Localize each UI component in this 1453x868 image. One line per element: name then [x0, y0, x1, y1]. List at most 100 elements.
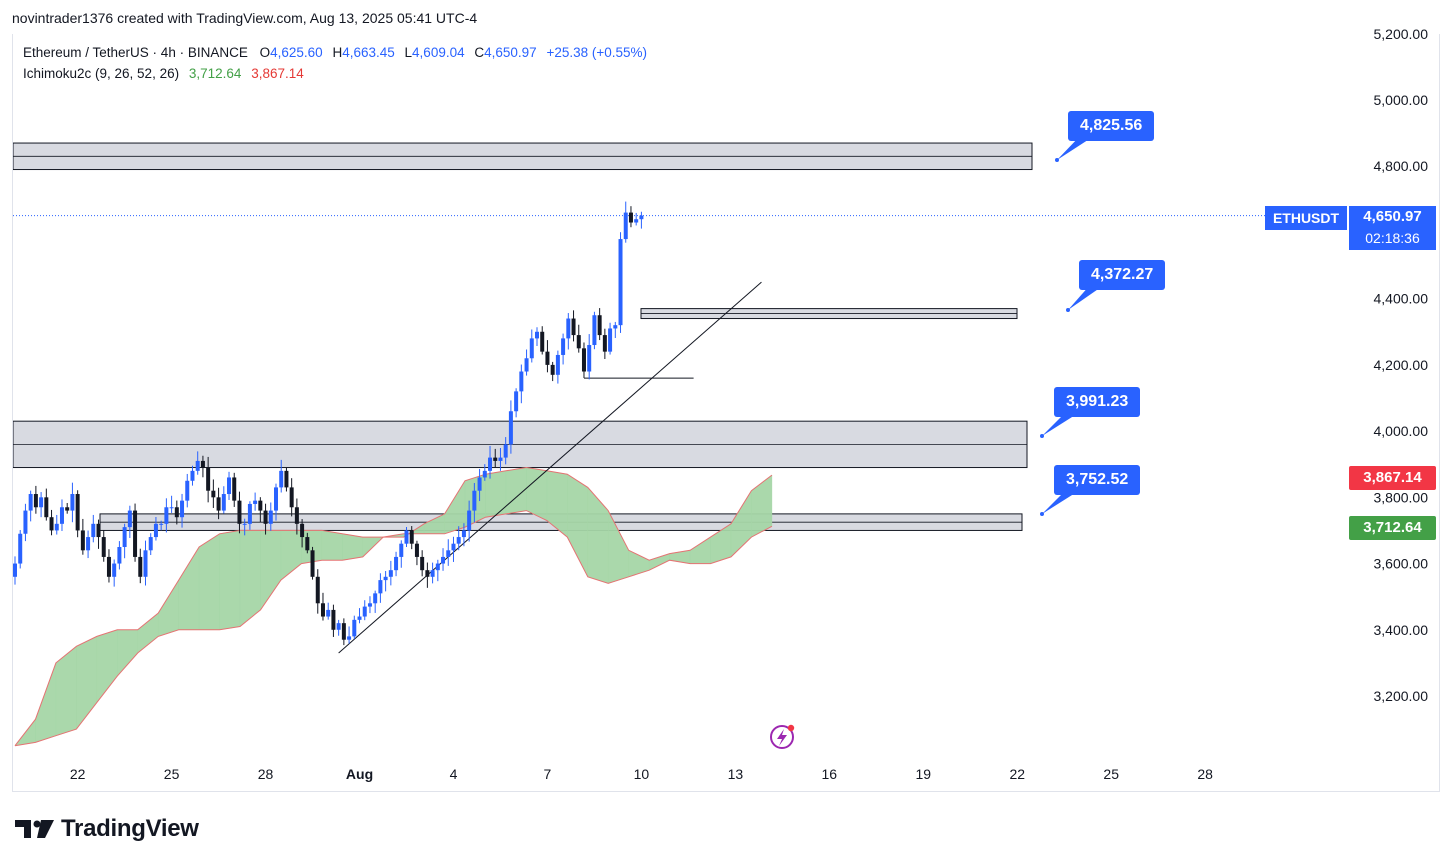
candle-body[interactable] — [561, 338, 566, 355]
trendline[interactable] — [338, 281, 762, 654]
candle-body[interactable] — [117, 547, 122, 564]
candle-body[interactable] — [357, 616, 362, 620]
candle-body[interactable] — [592, 315, 597, 346]
indicator-title[interactable]: Ichimoku2c (9, 26, 52, 26) — [23, 66, 180, 81]
candle-body[interactable] — [206, 467, 211, 491]
candle-body[interactable] — [404, 530, 409, 544]
candle-body[interactable] — [190, 470, 195, 481]
candle-body[interactable] — [127, 510, 132, 528]
candle-body[interactable] — [185, 480, 190, 501]
candle-body[interactable] — [148, 537, 153, 551]
candle-body[interactable] — [602, 335, 607, 352]
candle-body[interactable] — [456, 537, 461, 544]
candle-body[interactable] — [70, 494, 75, 511]
candle-body[interactable] — [305, 537, 310, 551]
candle-body[interactable] — [347, 636, 352, 640]
candle-body[interactable] — [216, 497, 221, 511]
candle-body[interactable] — [493, 457, 498, 461]
candle-body[interactable] — [425, 570, 430, 577]
candle-body[interactable] — [623, 212, 628, 240]
candle-body[interactable] — [221, 494, 226, 511]
candle-body[interactable] — [326, 609, 331, 617]
candle-body[interactable] — [467, 510, 472, 531]
candle-body[interactable] — [227, 477, 232, 495]
candle-body[interactable] — [587, 345, 592, 372]
candle-body[interactable] — [80, 530, 85, 551]
candle-body[interactable] — [310, 550, 315, 577]
candle-body[interactable] — [232, 477, 237, 501]
candle-body[interactable] — [253, 500, 258, 504]
candle-body[interactable] — [414, 543, 419, 557]
candle-body[interactable] — [519, 371, 524, 392]
candle-body[interactable] — [274, 487, 278, 511]
candle-body[interactable] — [352, 619, 357, 637]
candle-body[interactable] — [430, 570, 435, 577]
candle-body[interactable] — [618, 239, 623, 326]
candle-body[interactable] — [289, 487, 294, 508]
candle-body[interactable] — [320, 603, 325, 617]
candle-body[interactable] — [44, 497, 49, 518]
candle-body[interactable] — [180, 500, 185, 518]
candle-body[interactable] — [294, 507, 299, 524]
candle-body[interactable] — [331, 609, 336, 630]
candle-body[interactable] — [524, 358, 529, 372]
candle-body[interactable] — [394, 556, 399, 571]
candle-body[interactable] — [138, 556, 143, 577]
candle-body[interactable] — [59, 507, 64, 524]
candle-body[interactable] — [13, 563, 17, 577]
candle-body[interactable] — [33, 494, 38, 508]
candle-body[interactable] — [576, 335, 581, 349]
candle-body[interactable] — [49, 517, 54, 531]
candle-body[interactable] — [545, 351, 550, 365]
candle-body[interactable] — [488, 457, 493, 471]
candle-body[interactable] — [28, 494, 33, 511]
candle-body[interactable] — [65, 507, 70, 511]
callout-label-1[interactable]: 4,825.56 — [1068, 111, 1155, 141]
candle-body[interactable] — [263, 510, 268, 524]
candle-body[interactable] — [268, 510, 273, 524]
candle-body[interactable] — [373, 593, 378, 604]
candle-body[interactable] — [159, 523, 164, 525]
candle-body[interactable] — [258, 500, 263, 511]
candle-body[interactable] — [477, 477, 482, 491]
candle-body[interactable] — [441, 556, 446, 564]
candle-body[interactable] — [284, 470, 289, 488]
candle-body[interactable] — [555, 354, 560, 375]
candle-body[interactable] — [566, 318, 571, 339]
candle-body[interactable] — [639, 215, 644, 220]
candle-body[interactable] — [169, 507, 174, 509]
candle-body[interactable] — [482, 470, 487, 478]
candle-body[interactable] — [164, 507, 169, 524]
candle-body[interactable] — [362, 606, 367, 617]
candle-body[interactable] — [86, 537, 91, 551]
candle-body[interactable] — [200, 460, 205, 468]
candle-body[interactable] — [18, 533, 23, 564]
candle-body[interactable] — [341, 623, 346, 640]
candle-body[interactable] — [91, 523, 96, 538]
candle-body[interactable] — [336, 623, 341, 630]
candle-body[interactable] — [550, 364, 555, 375]
candle-body[interactable] — [112, 563, 117, 577]
candle-body[interactable] — [279, 470, 284, 488]
symbol-title[interactable]: Ethereum / TetherUS · 4h · BINANCE — [23, 45, 248, 60]
candle-body[interactable] — [446, 550, 451, 557]
candle-body[interactable] — [597, 315, 602, 336]
candle-body[interactable] — [242, 523, 247, 525]
candle-body[interactable] — [383, 576, 388, 581]
symbol-badge[interactable]: ETHUSDT — [1265, 206, 1347, 230]
candle-body[interactable] — [133, 510, 138, 557]
candle-body[interactable] — [581, 348, 586, 372]
candle-body[interactable] — [420, 556, 425, 571]
candle-body[interactable] — [461, 530, 466, 538]
candle-body[interactable] — [435, 563, 440, 571]
candle-body[interactable] — [634, 219, 639, 223]
candle-body[interactable] — [628, 212, 633, 223]
candle-body[interactable] — [153, 523, 158, 538]
callout-label-2[interactable]: 4,372.27 — [1079, 260, 1166, 290]
candle-body[interactable] — [409, 530, 414, 544]
candle-body[interactable] — [367, 603, 372, 607]
candle-body[interactable] — [315, 576, 320, 604]
last-price-badge[interactable]: 4,650.97 02:18:36 — [1349, 206, 1436, 250]
candle-body[interactable] — [514, 391, 519, 412]
